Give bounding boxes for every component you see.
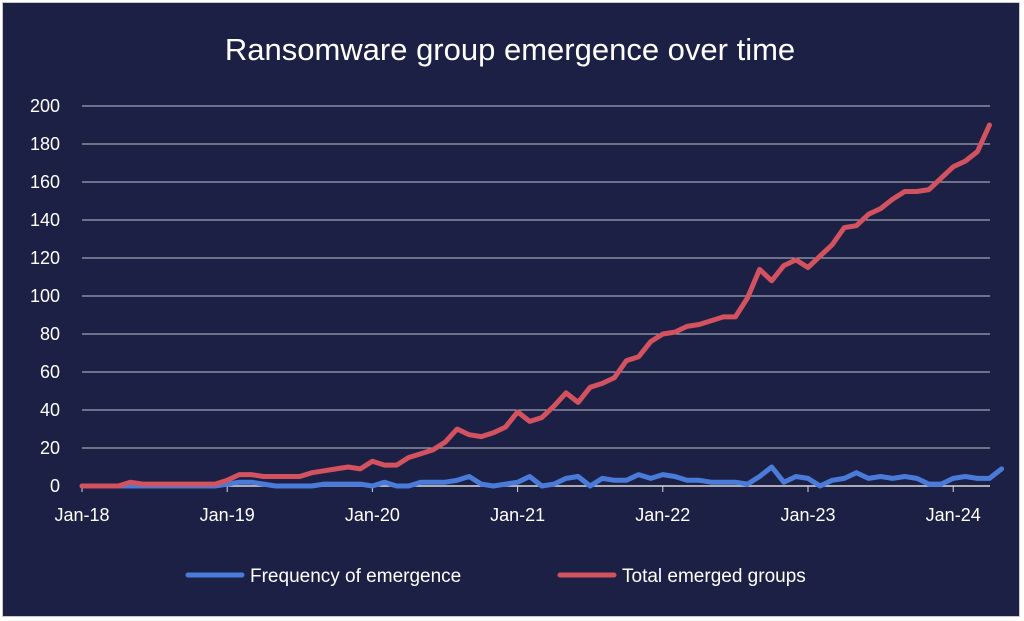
- legend-label: Total emerged groups: [622, 566, 806, 587]
- x-tick-label: Jan-23: [780, 505, 835, 525]
- y-tick-label: 140: [30, 210, 60, 230]
- y-tick-label: 80: [40, 324, 60, 344]
- y-tick-label: 160: [30, 172, 60, 192]
- y-tick-label: 60: [40, 362, 60, 382]
- x-axis-tick-labels: Jan-18 Jan-19 Jan-20 Jan-21 Jan-22 Jan-23 Jan-…: [54, 486, 981, 525]
- x-tick-label: Jan-24: [926, 505, 981, 525]
- gridlines: [82, 105, 990, 487]
- y-tick-label: 200: [30, 96, 60, 116]
- y-tick-label: 20: [40, 438, 60, 458]
- x-tick-label: Jan-22: [635, 505, 690, 525]
- legend: Frequency of emergence Total emerged grou…: [185, 566, 806, 587]
- y-tick-label: 0: [50, 476, 60, 496]
- x-tick-label: Jan-19: [200, 505, 255, 525]
- y-tick-label: 180: [30, 134, 60, 154]
- chart-title: Ransomware group emergence over time: [225, 32, 795, 67]
- x-tick-label: Jan-20: [345, 505, 400, 525]
- x-tick-label: Jan-21: [490, 505, 545, 525]
- y-tick-label: 40: [40, 400, 60, 420]
- y-tick-label: 120: [30, 248, 60, 268]
- legend-label: Frequency of emergence: [250, 566, 461, 587]
- series-lines: [79, 122, 1005, 489]
- series-line-frequency-of-emergence: [79, 464, 1005, 489]
- y-tick-label: 100: [30, 286, 60, 306]
- series-line-total-emerged-groups: [79, 122, 992, 489]
- y-axis-tick-labels: 0 20 40 60 80 100 120 140 160 180 200: [30, 96, 60, 496]
- x-tick-label: Jan-18: [54, 505, 109, 525]
